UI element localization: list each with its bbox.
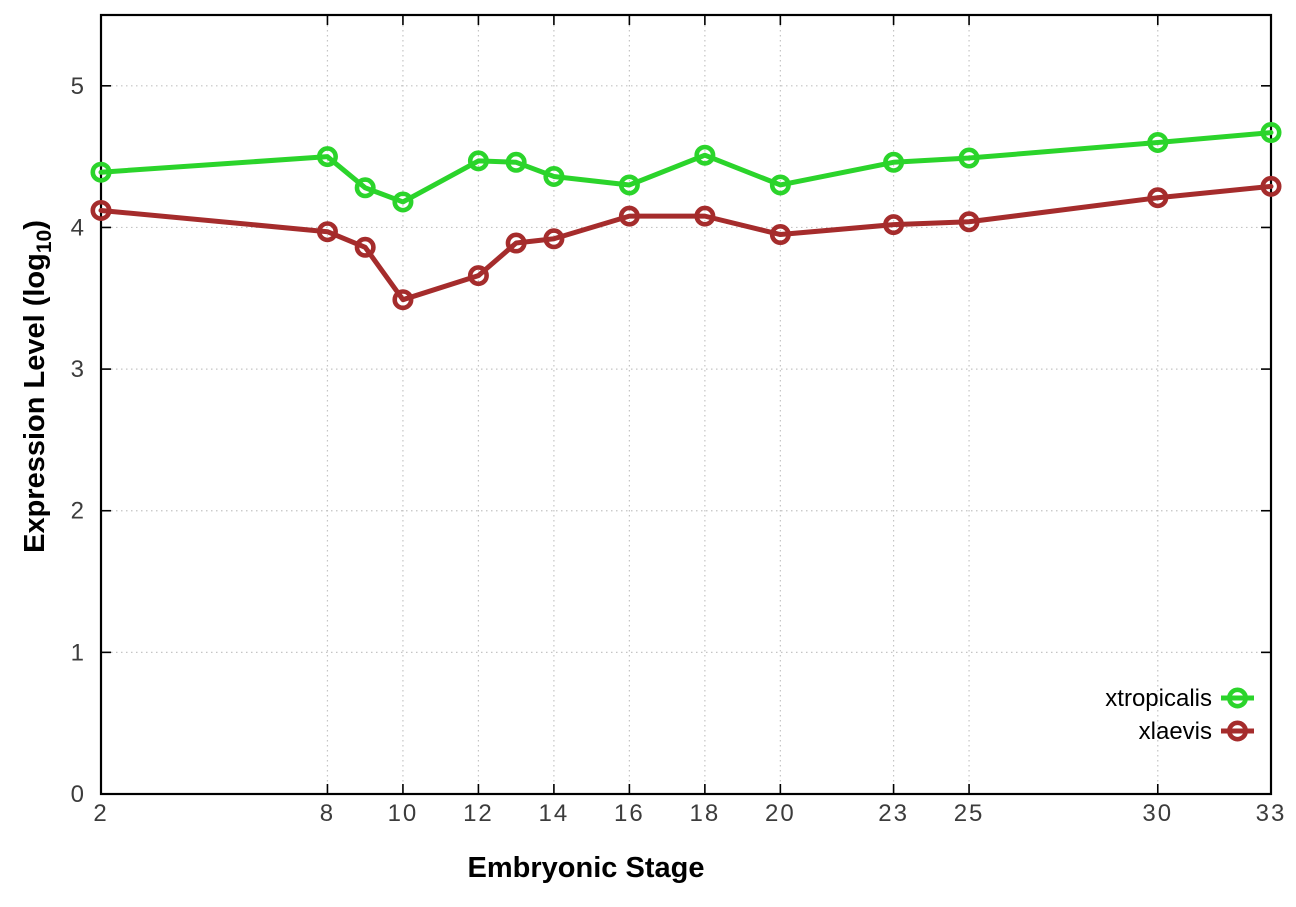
xlaevis-marker xyxy=(618,205,640,227)
x-axis-title: Embryonic Stage xyxy=(468,852,705,884)
series-xtropicalis xyxy=(90,122,1282,213)
y-tick-labels: 0 1 2 3 4 5 xyxy=(71,73,84,808)
xlaevis-marker xyxy=(694,205,716,227)
xlaevis-marker xyxy=(769,224,791,246)
svg-text:16: 16 xyxy=(614,800,645,827)
svg-text:2: 2 xyxy=(71,498,84,525)
xtropicalis-marker xyxy=(505,151,527,173)
legend-label-xlaevis: xlaevis xyxy=(1139,718,1212,745)
xtropicalis-marker xyxy=(769,174,791,196)
svg-text:33: 33 xyxy=(1256,800,1287,827)
legend-item-xtropicalis: xtropicalis xyxy=(1105,685,1254,712)
axis-ticks xyxy=(100,15,1272,795)
xlaevis-line xyxy=(98,183,1274,303)
svg-text:20: 20 xyxy=(765,800,796,827)
legend-item-xlaevis: xlaevis xyxy=(1139,718,1254,745)
xtropicalis-line xyxy=(98,130,1274,205)
xlaevis-marker xyxy=(1260,175,1282,197)
svg-text:2: 2 xyxy=(93,800,108,827)
svg-text:0: 0 xyxy=(71,781,84,808)
xtropicalis-marker xyxy=(392,191,414,213)
svg-text:8: 8 xyxy=(320,800,335,827)
xlaevis-marker xyxy=(543,228,565,250)
svg-text:1: 1 xyxy=(71,639,84,666)
legend-label-xtropicalis: xtropicalis xyxy=(1105,685,1212,712)
svg-text:10: 10 xyxy=(388,800,419,827)
legend: xtropicalis xlaevis xyxy=(1105,685,1254,745)
xtropicalis-marker xyxy=(883,151,905,173)
xtropicalis-marker xyxy=(354,177,376,199)
svg-text:5: 5 xyxy=(71,73,84,100)
xlaevis-marker xyxy=(392,289,414,311)
xtropicalis-marker xyxy=(618,174,640,196)
legend-marker-sample xyxy=(1227,720,1249,742)
xtropicalis-marker xyxy=(467,150,489,172)
svg-text:4: 4 xyxy=(71,214,84,241)
xtropicalis-marker xyxy=(1147,131,1169,153)
xtropicalis-marker xyxy=(90,161,112,183)
xtropicalis-marker xyxy=(316,146,338,168)
svg-text:18: 18 xyxy=(690,800,721,827)
xlaevis-marker xyxy=(316,221,338,243)
plot-border xyxy=(99,13,1273,796)
xlaevis-marker xyxy=(467,265,489,287)
xlaevis-marker xyxy=(958,211,980,233)
xlaevis-marker xyxy=(354,236,376,258)
xtropicalis-marker xyxy=(543,165,565,187)
xlaevis-marker xyxy=(883,214,905,236)
grid xyxy=(101,15,1271,794)
svg-text:3: 3 xyxy=(71,356,84,383)
y-axis-title: Expression Level (log10) xyxy=(19,220,56,553)
svg-text:12: 12 xyxy=(463,800,494,827)
svg-text:14: 14 xyxy=(539,800,570,827)
xtropicalis-marker xyxy=(694,144,716,166)
xlaevis-marker xyxy=(90,199,112,221)
svg-text:30: 30 xyxy=(1142,800,1173,827)
xlaevis-marker xyxy=(1147,187,1169,209)
legend-marker-sample xyxy=(1227,687,1249,709)
svg-text:25: 25 xyxy=(954,800,985,827)
xtropicalis-marker xyxy=(958,147,980,169)
series-xlaevis xyxy=(90,175,1282,311)
xtropicalis-marker xyxy=(1260,122,1282,144)
xlaevis-marker xyxy=(505,232,527,254)
x-tick-labels: 2 8 10 12 14 16 18 20 23 25 30 33 xyxy=(93,800,1287,827)
svg-text:23: 23 xyxy=(878,800,909,827)
